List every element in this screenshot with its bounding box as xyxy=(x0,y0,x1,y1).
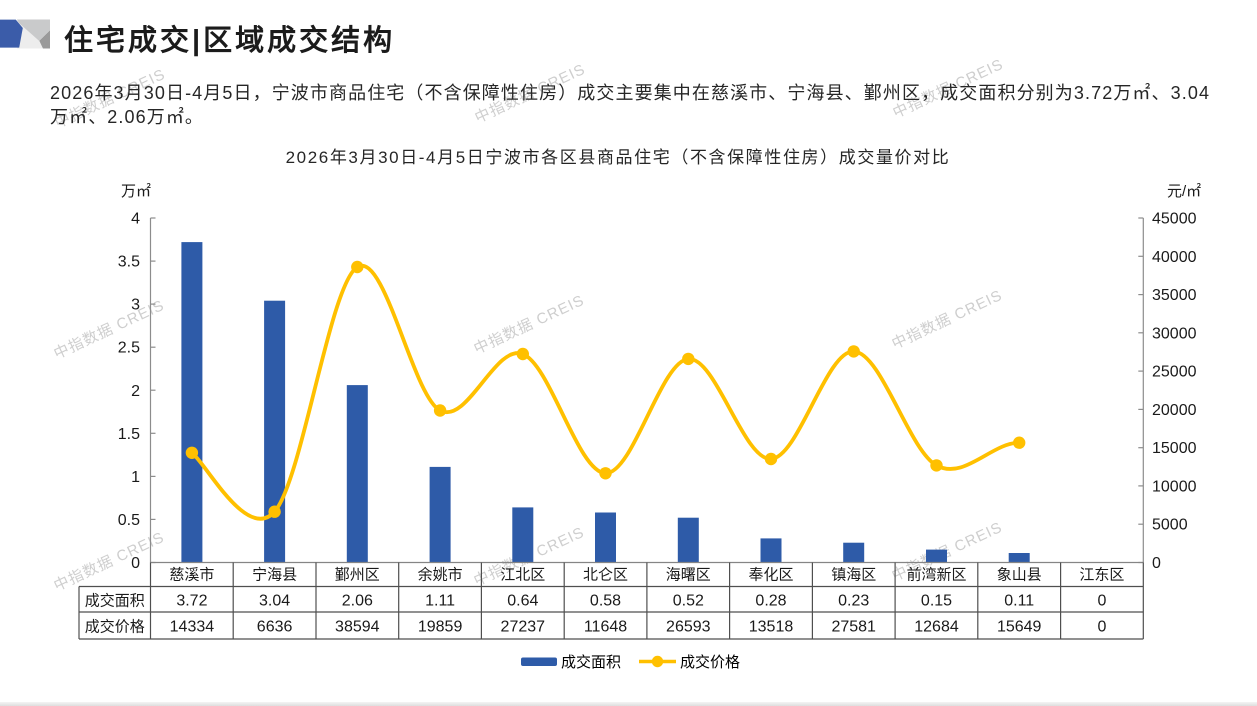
svg-text:2.06: 2.06 xyxy=(342,593,373,610)
svg-text:江北区: 江北区 xyxy=(500,567,545,584)
svg-text:元/㎡: 元/㎡ xyxy=(1167,183,1201,200)
svg-text:万㎡: 万㎡ xyxy=(121,183,151,200)
svg-text:20000: 20000 xyxy=(1152,402,1197,419)
svg-text:40000: 40000 xyxy=(1152,249,1197,266)
svg-text:江东区: 江东区 xyxy=(1079,567,1124,584)
svg-text:26593: 26593 xyxy=(666,619,711,636)
svg-text:14334: 14334 xyxy=(170,619,215,636)
svg-text:15000: 15000 xyxy=(1152,440,1197,457)
svg-text:6636: 6636 xyxy=(257,619,293,636)
svg-text:10000: 10000 xyxy=(1152,478,1197,495)
svg-text:成交价格: 成交价格 xyxy=(680,653,740,671)
svg-text:鄞州区: 鄞州区 xyxy=(335,567,380,584)
svg-text:0.28: 0.28 xyxy=(755,593,786,610)
svg-text:38594: 38594 xyxy=(335,619,380,636)
svg-text:海曙区: 海曙区 xyxy=(666,567,711,584)
svg-text:0.64: 0.64 xyxy=(507,593,538,610)
svg-text:0: 0 xyxy=(1152,555,1161,572)
svg-text:12684: 12684 xyxy=(914,619,959,636)
svg-text:0: 0 xyxy=(131,555,140,572)
svg-text:0.23: 0.23 xyxy=(838,593,869,610)
svg-text:25000: 25000 xyxy=(1152,364,1197,381)
svg-text:镇海区: 镇海区 xyxy=(831,567,876,584)
svg-text:奉化区: 奉化区 xyxy=(748,566,793,584)
svg-text:0.5: 0.5 xyxy=(118,512,140,529)
svg-text:27237: 27237 xyxy=(501,619,546,636)
svg-text:北仑区: 北仑区 xyxy=(583,567,628,584)
svg-text:象山县: 象山县 xyxy=(997,567,1042,584)
svg-text:4: 4 xyxy=(131,211,140,228)
svg-text:3.5: 3.5 xyxy=(118,254,140,271)
svg-text:0.15: 0.15 xyxy=(921,593,952,610)
svg-text:0.52: 0.52 xyxy=(673,593,704,610)
svg-text:余姚市: 余姚市 xyxy=(418,566,463,584)
svg-text:5000: 5000 xyxy=(1152,517,1188,534)
svg-text:3.04: 3.04 xyxy=(259,593,290,610)
svg-text:35000: 35000 xyxy=(1152,287,1197,304)
svg-text:13518: 13518 xyxy=(749,619,794,636)
svg-text:19859: 19859 xyxy=(418,619,463,636)
svg-text:成交面积: 成交面积 xyxy=(85,592,145,610)
svg-text:27581: 27581 xyxy=(831,619,876,636)
svg-text:11648: 11648 xyxy=(584,619,627,636)
svg-text:0.58: 0.58 xyxy=(590,593,621,610)
svg-text:0.11: 0.11 xyxy=(1004,593,1034,610)
svg-text:0: 0 xyxy=(1097,593,1106,610)
svg-text:1: 1 xyxy=(131,469,140,486)
svg-text:15649: 15649 xyxy=(997,619,1042,636)
svg-text:3: 3 xyxy=(131,297,140,314)
svg-text:前湾新区: 前湾新区 xyxy=(906,567,966,584)
svg-text:成交面积: 成交面积 xyxy=(561,653,621,671)
svg-text:1.5: 1.5 xyxy=(118,426,140,443)
svg-text:2.5: 2.5 xyxy=(118,340,140,357)
svg-text:慈溪市: 慈溪市 xyxy=(169,567,214,584)
svg-text:3.72: 3.72 xyxy=(176,593,207,610)
svg-text:45000: 45000 xyxy=(1152,211,1197,228)
svg-text:2: 2 xyxy=(131,383,140,400)
svg-text:宁海县: 宁海县 xyxy=(252,567,297,584)
svg-text:0: 0 xyxy=(1097,619,1106,636)
svg-text:30000: 30000 xyxy=(1152,325,1197,342)
svg-text:成交价格: 成交价格 xyxy=(85,618,145,636)
svg-text:1.11: 1.11 xyxy=(425,593,455,610)
